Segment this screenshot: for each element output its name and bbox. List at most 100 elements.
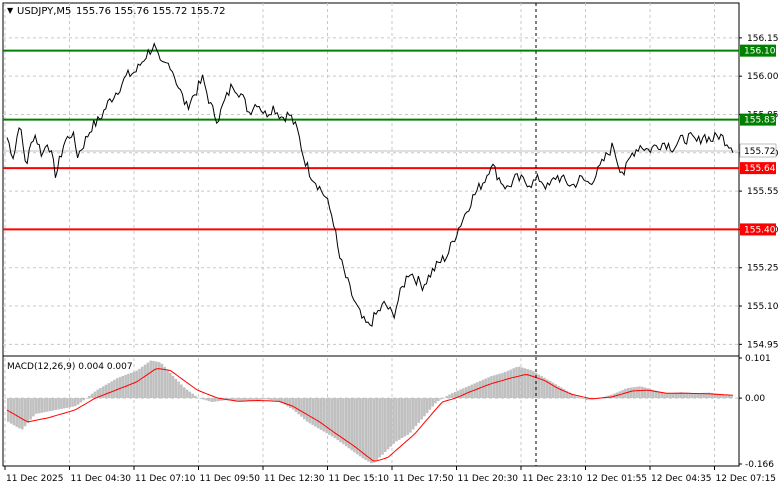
macd-bar xyxy=(166,369,169,399)
macd-bar xyxy=(445,396,448,398)
macd-bar xyxy=(322,398,326,432)
macd-bar xyxy=(691,393,694,399)
macd-bar xyxy=(397,398,401,440)
time-axis-label: 11 Dec 12:30 xyxy=(264,474,325,484)
time-axis-label: 12 Dec 07:15 xyxy=(716,474,777,484)
macd-bar xyxy=(520,367,524,399)
symbol-label: USDJPY,M5 xyxy=(17,6,71,17)
macd-bar xyxy=(93,391,97,399)
macd-bar xyxy=(255,398,259,401)
macd-bar xyxy=(660,391,663,399)
macd-bar xyxy=(138,368,141,399)
macd-signal-line xyxy=(6,368,734,462)
level-tag xyxy=(740,113,776,126)
macd-bar xyxy=(51,398,55,411)
chart-menu-arrow-icon[interactable]: ▼ xyxy=(7,6,14,15)
macd-bar xyxy=(559,387,563,399)
macd-bar xyxy=(428,398,432,410)
macd-bar xyxy=(191,393,194,399)
macd-bar xyxy=(565,390,569,399)
macd-bar xyxy=(57,398,60,410)
macd-bar xyxy=(638,386,641,399)
macd-bar xyxy=(526,369,529,399)
macd-bar xyxy=(205,398,208,401)
macd-bar xyxy=(573,395,577,399)
macd-bar xyxy=(716,393,719,399)
time-axis[interactable]: 11 Dec 2025 11 Dec 04:30 11 Dec 07:10 11 De… xyxy=(4,466,777,484)
level-tag xyxy=(740,44,776,57)
level-tag-label: 155.83 xyxy=(744,116,776,126)
level-tag-label: 155.40 xyxy=(744,225,776,235)
macd-bar xyxy=(504,371,507,399)
time-axis-label: 11 Dec 07:10 xyxy=(135,474,196,484)
macd-bar xyxy=(286,398,289,407)
macd-bar xyxy=(439,398,443,400)
macd-bar xyxy=(330,398,334,437)
macd-bar xyxy=(451,393,454,399)
macd-bar xyxy=(585,398,588,401)
macd-bar xyxy=(177,381,180,399)
macd-bar xyxy=(37,398,41,414)
macd-bar xyxy=(431,398,434,407)
macd-bar xyxy=(414,398,418,427)
macd-bar xyxy=(358,398,362,457)
macd-bar xyxy=(71,398,74,407)
macd-bar xyxy=(76,398,80,405)
macd-bar xyxy=(579,397,582,399)
macd-bar xyxy=(476,382,479,399)
macd-bar xyxy=(21,398,24,430)
macd-scale: 0.101 0.00 -0.166 xyxy=(739,354,774,470)
macd-bar xyxy=(244,398,247,402)
macd-bar xyxy=(495,374,499,399)
macd-panel[interactable]: MACD(12,26,9) 0.004 0.007 xyxy=(2,355,740,467)
macd-bar xyxy=(54,398,58,410)
macd-bar xyxy=(677,392,680,399)
macd-bar xyxy=(406,398,409,435)
macd-bar xyxy=(196,397,200,399)
macd-bar xyxy=(185,389,189,399)
macd-bar xyxy=(339,398,342,443)
macd-bar xyxy=(453,392,457,399)
macd-bar xyxy=(96,389,99,399)
macd-title: MACD(12,26,9) 0.004 0.007 xyxy=(7,362,133,372)
macd-bar xyxy=(409,398,412,433)
macd-bar xyxy=(155,361,158,399)
macd-bar xyxy=(34,398,38,414)
macd-bar xyxy=(18,398,21,429)
macd-bar xyxy=(261,398,264,400)
macd-bar xyxy=(679,392,683,399)
macd-bar xyxy=(160,363,164,399)
macd-bar xyxy=(688,392,691,399)
macd-bar xyxy=(356,398,359,455)
current-price-tag: 155.72 xyxy=(739,143,777,158)
macd-bar xyxy=(62,398,66,409)
macd-bar xyxy=(646,388,649,399)
macd-bar xyxy=(300,398,303,417)
macd-bar xyxy=(283,398,286,405)
macd-bar xyxy=(319,398,323,430)
price-scale-label: 155.25 xyxy=(747,264,779,274)
level-labels: 156.10 155.83 155.64 155.40 xyxy=(740,44,776,236)
macd-bar xyxy=(403,398,407,437)
macd-bar xyxy=(361,398,365,459)
macd-bar xyxy=(263,398,267,400)
macd-bar xyxy=(60,398,63,409)
macd-bar xyxy=(378,398,381,458)
macd-bar xyxy=(498,373,501,399)
macd-bar xyxy=(316,398,320,429)
horizontal-levels xyxy=(3,49,739,231)
macd-bar xyxy=(266,398,270,400)
macd-bar xyxy=(425,398,429,414)
macd-bar xyxy=(437,398,440,401)
time-axis-label: 11 Dec 04:30 xyxy=(71,474,132,484)
macd-bar xyxy=(40,398,44,413)
macd-bar xyxy=(157,362,161,399)
macd-bar xyxy=(308,398,312,424)
macd-bar xyxy=(582,398,585,399)
price-scale[interactable]: 156.15156.00155.85155.70155.55155.40155.… xyxy=(739,34,779,350)
macd-bar xyxy=(713,393,717,399)
macd-bar xyxy=(587,398,591,400)
current-price-box xyxy=(739,143,777,158)
